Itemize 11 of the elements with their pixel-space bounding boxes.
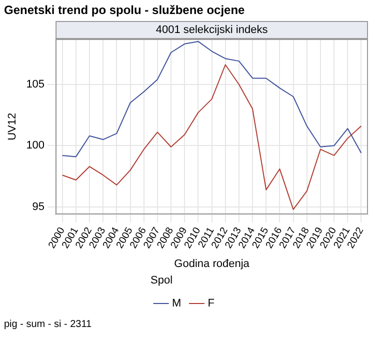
y-tick-label: 105: [26, 78, 45, 90]
y-axis-title: UV12: [6, 112, 19, 140]
y-tick-label: 95: [32, 201, 45, 214]
legend-title: Spol: [150, 274, 173, 286]
text: pig - sum - si - 2311: [3, 319, 93, 330]
legend-label: M: [172, 298, 182, 310]
chart-title: Genetski trend po spolu - službene ocjene: [3, 2, 246, 19]
x-axis-title: Godina rođenja: [174, 258, 250, 270]
chart-subtitle: 4001 selekcijski indeks: [156, 24, 268, 36]
legend-label: F: [208, 298, 215, 310]
y-tick-label: 100: [26, 140, 45, 152]
